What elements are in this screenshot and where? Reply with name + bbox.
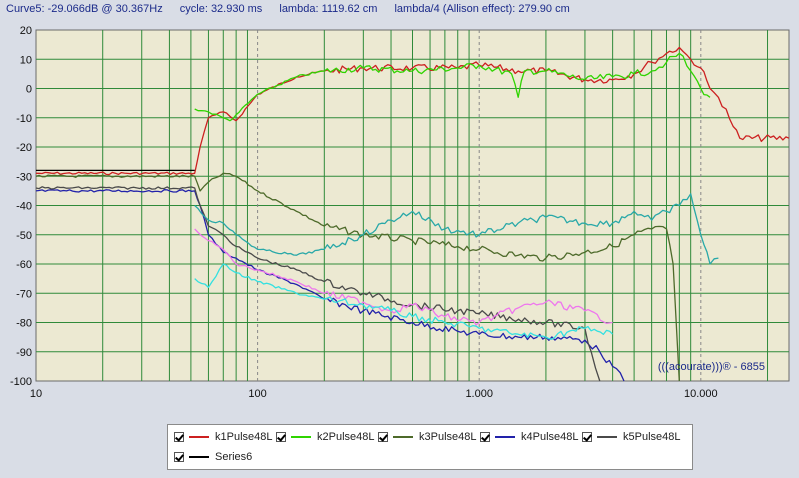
y-tick-label: -40: [16, 201, 32, 213]
series-line-k4pulse48l: [35, 189, 625, 382]
legend-item-k2pulse48l[interactable]: k2Pulse48L: [276, 429, 375, 445]
series-line-k1pulse48l: [36, 46, 790, 176]
legend-label: k5Pulse48L: [623, 431, 681, 443]
y-tick-label: -60: [16, 259, 32, 271]
status-lambda-quarter: lambda/4 (Allison effect): 279.90 cm: [394, 3, 570, 15]
legend-swatch: [189, 436, 209, 438]
y-tick-label: -10: [16, 113, 32, 125]
legend-item-series6[interactable]: Series6: [174, 449, 252, 465]
series-line-k2pulse48l: [194, 52, 711, 122]
legend-checkbox[interactable]: [480, 432, 490, 442]
y-tick-label: -90: [16, 347, 32, 359]
y-tick-label: 0: [26, 84, 32, 96]
series-line-unlabeled-7: [194, 228, 613, 326]
y-tick-label: -100: [10, 376, 32, 388]
legend-checkbox[interactable]: [276, 432, 286, 442]
legend-swatch: [291, 436, 311, 438]
legend-checkbox[interactable]: [174, 452, 184, 462]
series-line-k5pulse48l: [35, 186, 601, 382]
legend-item-k5pulse48l[interactable]: k5Pulse48L: [582, 429, 681, 445]
watermark-text: (((acourate)))® - 6855: [657, 361, 765, 373]
y-tick-label: -30: [16, 171, 32, 183]
series-line-unlabeled-8: [194, 263, 614, 340]
status-cycle: cycle: 32.930 ms: [179, 3, 263, 15]
y-tick-label: -70: [16, 288, 32, 300]
legend: k1Pulse48L k2Pulse48L k3Pulse48L k4Pulse48L…: [167, 424, 693, 470]
y-tick-label: -20: [16, 142, 32, 154]
legend-checkbox[interactable]: [582, 432, 592, 442]
legend-item-k1pulse48l[interactable]: k1Pulse48L: [174, 429, 273, 445]
legend-label: k2Pulse48L: [317, 431, 375, 443]
series-line-k3pulse48l: [35, 172, 680, 382]
x-tick-label: 100: [248, 388, 266, 400]
legend-swatch: [393, 436, 413, 438]
legend-label: k3Pulse48L: [419, 431, 477, 443]
legend-swatch: [189, 456, 209, 458]
y-tick-label: 10: [20, 54, 32, 66]
legend-item-k3pulse48l[interactable]: k3Pulse48L: [378, 429, 477, 445]
legend-swatch: [597, 436, 617, 438]
y-tick-label: 20: [20, 25, 32, 37]
legend-swatch: [495, 436, 515, 438]
legend-checkbox[interactable]: [174, 432, 184, 442]
status-bar: Curve5: -29.066dB @ 30.367Hz cycle: 32.9…: [6, 3, 584, 19]
status-lambda: lambda: 1119.62 cm: [279, 3, 378, 15]
legend-checkbox[interactable]: [378, 432, 388, 442]
y-tick-label: -50: [16, 230, 32, 242]
grid: [36, 30, 789, 381]
y-tick-label: -80: [16, 318, 32, 330]
legend-item-k4pulse48l[interactable]: k4Pulse48L: [480, 429, 579, 445]
status-curve: Curve5: -29.066dB @ 30.367Hz: [6, 3, 163, 15]
x-tick-label: 10.000: [684, 388, 718, 400]
x-tick-label: 10: [30, 388, 42, 400]
x-tick-label: 1.000: [465, 388, 493, 400]
legend-label: k1Pulse48L: [215, 431, 273, 443]
legend-label: Series6: [215, 451, 253, 463]
series-line-unlabeled-6: [194, 193, 719, 265]
legend-label: k4Pulse48L: [521, 431, 579, 443]
series-lines: [35, 46, 790, 382]
